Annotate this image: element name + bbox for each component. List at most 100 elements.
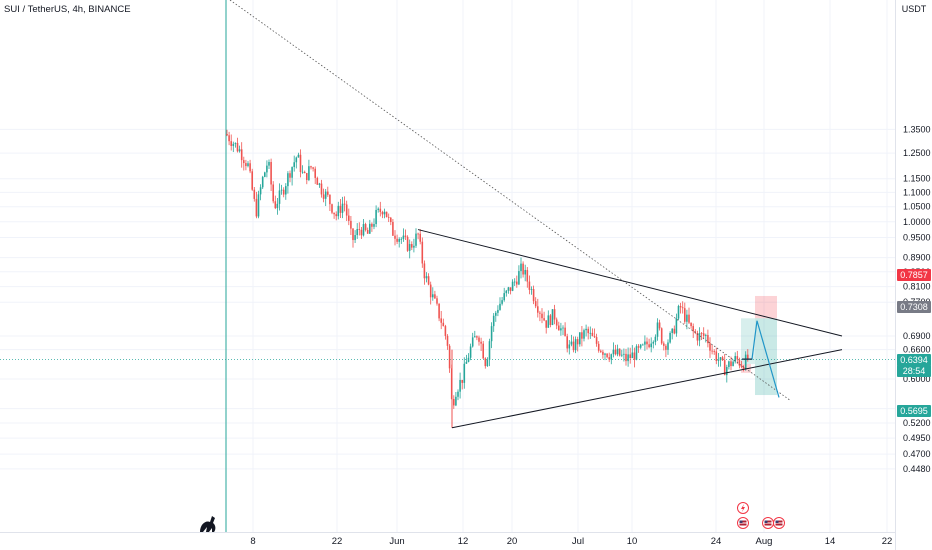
candle-body <box>684 308 686 322</box>
candle-body <box>654 336 657 342</box>
price-tick-label: 0.8100 <box>903 282 931 292</box>
candle-body <box>572 341 575 351</box>
candle-body <box>673 328 676 334</box>
candle-body <box>387 217 390 218</box>
candle-body <box>320 183 323 195</box>
candle-body <box>705 335 707 336</box>
price-tick-label: 0.6900 <box>903 331 931 341</box>
candle-body <box>591 332 594 337</box>
candle-body <box>474 336 476 338</box>
candle-body <box>253 189 256 199</box>
candle-body <box>576 339 579 345</box>
candle-body <box>324 191 327 199</box>
candle-body <box>604 353 606 355</box>
candle-body <box>400 238 403 240</box>
candle-body <box>734 356 736 362</box>
candle-body <box>392 221 394 236</box>
candle-body <box>264 172 266 177</box>
candle-body <box>528 281 531 290</box>
candle-body <box>587 328 589 334</box>
candle-body <box>608 357 610 360</box>
candle-body <box>593 336 596 338</box>
candle-body <box>448 345 451 369</box>
us-flag-event-icon[interactable] <box>762 517 774 529</box>
countdown-tag: 28:54 <box>897 365 931 377</box>
us-flag-event-icon[interactable] <box>773 517 785 529</box>
candle-body <box>240 149 243 161</box>
lightning-bolt <box>741 504 745 512</box>
candle-body <box>291 167 293 178</box>
candle-body <box>228 135 230 142</box>
box-top-tag: 0.7308 <box>897 301 931 313</box>
candle-body <box>606 353 608 358</box>
candle-body <box>742 366 745 370</box>
candle-body <box>520 263 522 272</box>
event-markers[interactable] <box>200 502 785 533</box>
candle-body <box>532 289 535 302</box>
candle-body <box>551 309 554 325</box>
candle-body <box>232 143 235 146</box>
candle-body <box>226 133 228 136</box>
candle-body <box>623 353 625 355</box>
candle-body <box>385 211 388 218</box>
candle-body <box>280 189 283 191</box>
candle-body <box>600 350 602 352</box>
candle-body <box>501 300 503 304</box>
candle-body <box>564 327 566 337</box>
candle-body <box>639 344 642 348</box>
candle-body <box>574 339 577 351</box>
price-tick-label: 1.3500 <box>903 124 931 134</box>
lightning-event-icon[interactable] <box>737 502 749 514</box>
time-axis[interactable]: 8 22 Jun 12 20 Jul 10 24 Aug 14 22 <box>0 532 895 548</box>
candle-body <box>301 171 304 173</box>
candle-body <box>348 215 350 221</box>
candle-body <box>364 224 367 230</box>
candle-body <box>314 168 316 178</box>
candle-body <box>375 209 377 225</box>
candle-body <box>665 345 667 350</box>
candle-body <box>644 341 646 345</box>
candle-body <box>589 332 592 334</box>
candle-body <box>555 319 558 326</box>
candle-body <box>547 315 550 328</box>
candle-body <box>289 173 291 178</box>
candle-body <box>652 341 655 344</box>
candle-body <box>303 171 306 174</box>
candle-body <box>419 233 421 242</box>
candle-body <box>516 281 518 285</box>
candle-body <box>322 194 325 199</box>
candle-body <box>570 341 573 345</box>
candle-body <box>677 306 680 319</box>
candle-body <box>429 284 432 298</box>
candle-body <box>732 361 734 367</box>
candle-body <box>236 142 239 152</box>
time-tick-label: 22 <box>332 536 343 547</box>
candle-body <box>631 352 634 359</box>
candle-body <box>230 141 232 146</box>
currency-unit[interactable]: USDT <box>901 4 927 14</box>
candle-body <box>492 315 495 327</box>
candle-body <box>490 326 493 342</box>
candle-body <box>730 361 732 367</box>
price-tick-label: 1.1500 <box>903 174 931 184</box>
candle-body <box>366 229 369 234</box>
candle-body <box>711 350 713 352</box>
candle-body <box>518 271 520 285</box>
take-profit-zone <box>755 318 777 396</box>
candle-body <box>243 160 245 164</box>
candle-body <box>541 313 543 319</box>
candle-body <box>738 359 741 366</box>
candle-body <box>457 391 459 397</box>
logo-shape <box>200 516 216 532</box>
candle-body <box>553 309 556 320</box>
candle-body <box>625 353 627 362</box>
candle-body <box>579 332 581 345</box>
time-tick-label: 20 <box>507 536 518 547</box>
candle-body <box>383 211 386 215</box>
us-flag-event-icon[interactable] <box>737 517 749 529</box>
candle-body <box>530 289 533 290</box>
position-boxes <box>741 295 777 396</box>
candle-body <box>413 245 415 248</box>
symbol-title[interactable]: SUI / TetherUS, 4h, BINANCE <box>4 4 131 15</box>
